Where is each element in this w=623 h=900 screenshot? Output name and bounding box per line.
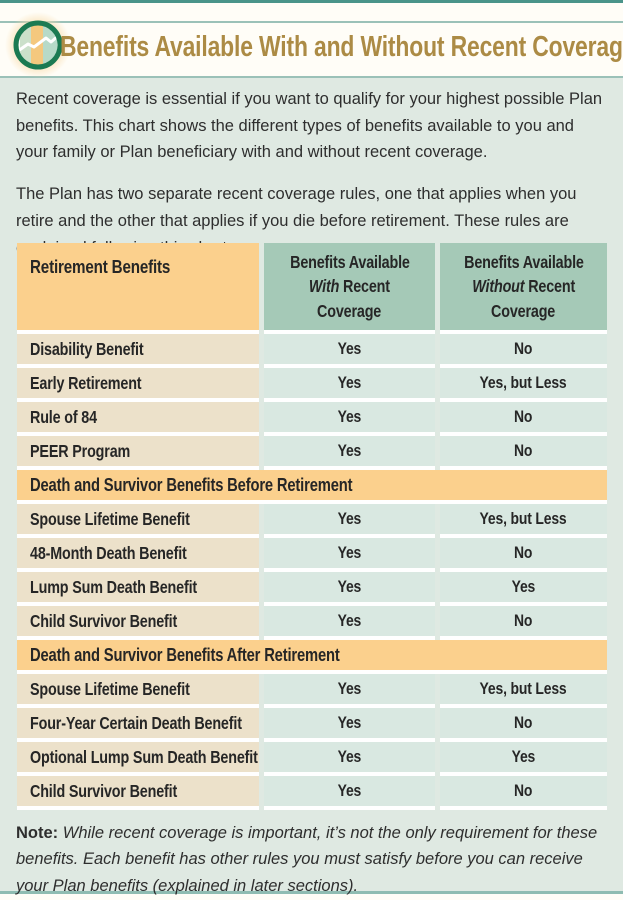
title-top-rule: [0, 21, 623, 23]
with-value-cell: Yes: [264, 402, 435, 436]
with-value-cell: Yes: [264, 572, 435, 606]
without-value-cell: Yes: [440, 742, 607, 776]
title-bottom-rule: [0, 76, 623, 78]
footnote-text: While recent coverage is important, it’s…: [16, 824, 598, 895]
without-value-cell: Yes, but Less: [440, 674, 607, 708]
column-header-with-coverage: Benefits Available With Recent Coverage: [264, 243, 435, 334]
with-value-cell: Yes: [264, 334, 435, 368]
without-value-cell: No: [440, 538, 607, 572]
without-value-cell: No: [440, 606, 607, 640]
benefit-name-cell: Child Survivor Benefit: [17, 606, 259, 640]
benefit-name-cell: Early Retirement: [17, 368, 259, 402]
without-value-cell: No: [440, 436, 607, 470]
benefit-name-cell: Spouse Lifetime Benefit: [17, 674, 259, 708]
benefit-name-cell: Child Survivor Benefit: [17, 776, 259, 810]
without-value-cell: No: [440, 402, 607, 436]
bottom-rule: [0, 891, 623, 894]
section-band-before-retirement: Death and Survivor Benefits Before Retir…: [17, 470, 607, 504]
benefit-name-cell: Disability Benefit: [17, 334, 259, 368]
benefit-name-cell: 48-Month Death Benefit: [17, 538, 259, 572]
section-band-after-retirement: Death and Survivor Benefits After Retire…: [17, 640, 607, 674]
column-header-without-coverage: Benefits Available Without Recent Covera…: [440, 243, 607, 334]
benefit-name-cell: PEER Program: [17, 436, 259, 470]
with-value-cell: Yes: [264, 606, 435, 640]
benefit-name-cell: Spouse Lifetime Benefit: [17, 504, 259, 538]
without-value-cell: Yes: [440, 572, 607, 606]
without-value-cell: Yes, but Less: [440, 504, 607, 538]
intro-paragraph-1: Recent coverage is essential if you want…: [16, 90, 603, 162]
column-header-retirement-benefits: Retirement Benefits: [17, 243, 259, 334]
without-value-cell: No: [440, 708, 607, 742]
footnote-label: Note:: [16, 824, 59, 842]
with-value-cell: Yes: [264, 436, 435, 470]
line-chart-circle-icon: [5, 12, 71, 78]
top-rule: [0, 0, 623, 3]
with-value-cell: Yes: [264, 776, 435, 810]
benefit-name-cell: Four-Year Certain Death Benefit: [17, 708, 259, 742]
benefit-name-cell: Optional Lump Sum Death Benefit: [17, 742, 259, 776]
benefit-name-cell: Rule of 84: [17, 402, 259, 436]
with-value-cell: Yes: [264, 538, 435, 572]
benefits-table: Retirement Benefits Benefits Available W…: [17, 243, 607, 810]
benefit-name-cell: Lump Sum Death Benefit: [17, 572, 259, 606]
with-value-cell: Yes: [264, 368, 435, 402]
with-value-cell: Yes: [264, 708, 435, 742]
without-value-cell: No: [440, 334, 607, 368]
without-value-cell: No: [440, 776, 607, 810]
page-title: Benefits Available With and Without Rece…: [60, 31, 623, 63]
with-value-cell: Yes: [264, 742, 435, 776]
footnote: Note: While recent coverage is important…: [16, 820, 610, 899]
without-value-cell: Yes, but Less: [440, 368, 607, 402]
with-value-cell: Yes: [264, 674, 435, 708]
with-value-cell: Yes: [264, 504, 435, 538]
